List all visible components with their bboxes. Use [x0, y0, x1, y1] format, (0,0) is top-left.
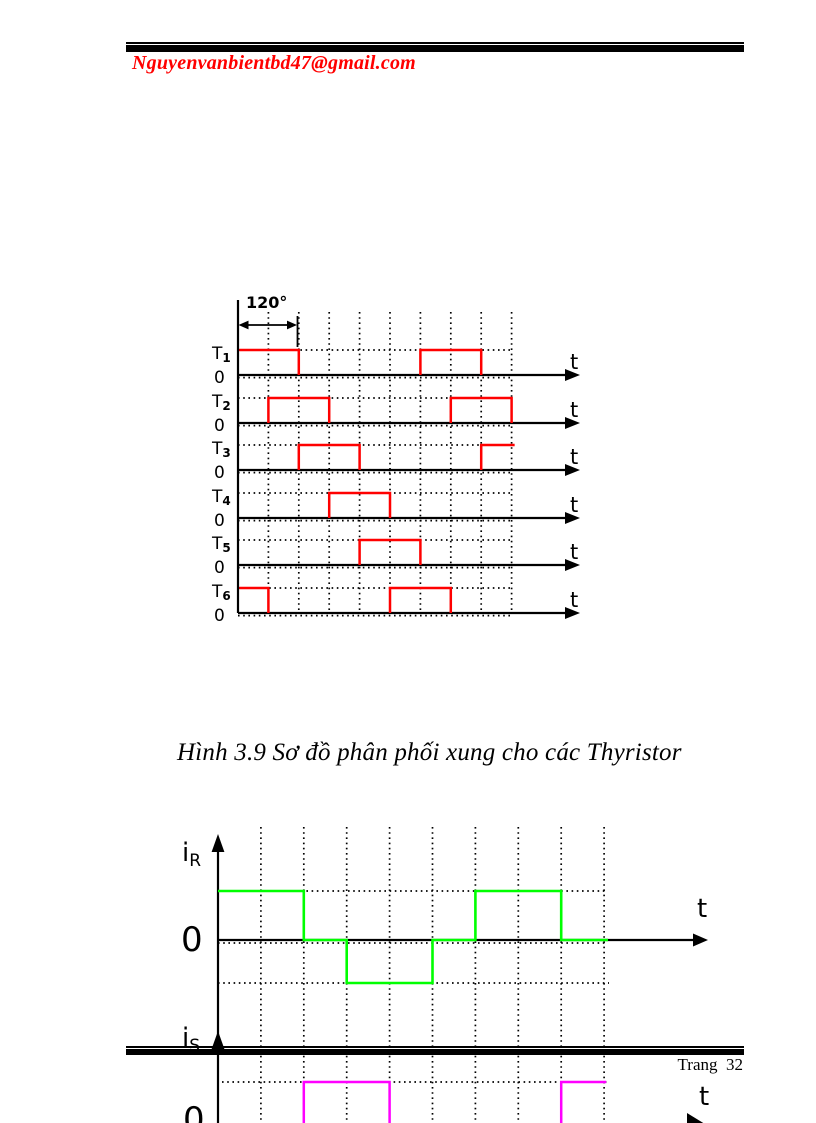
diagram-text: 3	[222, 446, 230, 460]
diagram-text: 5	[222, 541, 230, 555]
t4-pulse	[327, 491, 392, 518]
angle-label: 120°	[246, 293, 287, 312]
diagram-text: 2	[222, 399, 230, 413]
arrow-right-icon	[565, 369, 580, 381]
iS-waveform	[302, 1080, 391, 1123]
t3-pulse	[479, 443, 515, 470]
page-number: Trang 32	[677, 1055, 744, 1074]
figure-caption: Hình 3.9 Sơ đồ phân phối xung cho các Th…	[177, 739, 682, 766]
zero-label: 0	[214, 463, 225, 483]
arrow-right-icon	[287, 320, 297, 330]
iS-waveform	[559, 1080, 607, 1123]
angle-annotation: 120°	[238, 293, 299, 347]
t2-pulse	[449, 396, 513, 423]
t-label: t	[570, 350, 578, 374]
arrow-right-icon	[565, 512, 580, 524]
t6-pulse	[388, 586, 453, 613]
arrow-up-icon	[211, 834, 225, 852]
iR-label: iR	[182, 838, 201, 871]
t-label: t	[570, 540, 578, 564]
footer-rule-thick-line	[126, 1049, 744, 1055]
header-rule-thin-line	[126, 42, 744, 44]
t3-pulse	[297, 443, 361, 470]
arrow-right-icon	[687, 1113, 704, 1123]
t-label: t	[570, 588, 578, 612]
t-label: t	[570, 445, 578, 469]
zero-label: 0	[214, 368, 225, 388]
t5-pulse	[358, 538, 422, 565]
iR-waveform	[218, 889, 608, 985]
arrow-up-icon	[211, 1031, 225, 1049]
arrow-right-icon	[565, 417, 580, 429]
diagram-text: 1	[222, 351, 230, 365]
arrow-right-icon	[565, 559, 580, 571]
zero-label: 0	[214, 416, 225, 436]
t2-pulse	[267, 396, 331, 423]
diagram-text: R	[189, 851, 201, 871]
diagram-text: 6	[222, 589, 230, 603]
diagram-text: 4	[222, 494, 230, 508]
iR-plot: iR 0 t	[181, 838, 708, 985]
footer-rule	[126, 1046, 744, 1055]
arrow-right-icon	[693, 933, 708, 947]
t6-pulse	[239, 586, 270, 613]
t-label: t	[699, 1082, 709, 1112]
header-rule	[126, 42, 744, 52]
arrow-right-icon	[565, 464, 580, 476]
arrow-left-icon	[238, 320, 249, 330]
footer-rule-thin-line	[126, 1046, 744, 1048]
t-label: t	[570, 398, 578, 422]
t1-pulse	[239, 348, 301, 375]
zero-label: 0	[214, 606, 225, 626]
zero-label: 0	[181, 920, 203, 960]
zero-label: 0	[214, 558, 225, 578]
t-label: t	[697, 894, 707, 924]
arrow-right-icon	[565, 607, 580, 619]
zero-label: 0	[214, 511, 225, 531]
t-label: t	[570, 493, 578, 517]
header-email: Nguyenvanbientbd47@gmail.com	[132, 52, 416, 74]
t1-pulse	[419, 348, 483, 375]
zero-label: 0	[183, 1100, 205, 1123]
header-rule-thick-line	[126, 45, 744, 52]
